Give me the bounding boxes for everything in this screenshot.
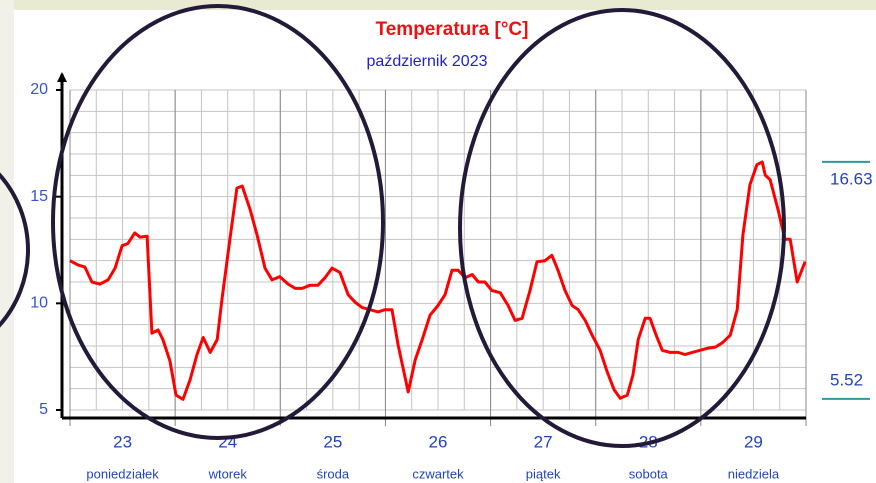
- left-panel: [0, 0, 14, 483]
- weekday-label: wtorek: [208, 466, 248, 481]
- plot: 510152023poniedziałek24wtorek25środa26cz…: [30, 72, 873, 481]
- weekday-label: piątek: [526, 466, 561, 481]
- weekday-label: sobota: [629, 466, 669, 481]
- x-tick-label: 26: [429, 432, 448, 451]
- y-axis-arrow: [57, 72, 67, 82]
- weekday-label: niedziela: [728, 466, 780, 481]
- chart-subtitle: październik 2023: [367, 53, 488, 70]
- weekday-label: czwartek: [412, 466, 464, 481]
- marker-label: 16.63: [830, 169, 873, 188]
- circle: [0, 172, 30, 328]
- line: [69, 160, 807, 401]
- circle: [51, 4, 385, 440]
- marker-label: 5.52: [830, 370, 863, 389]
- y-tick-label: 5: [39, 401, 48, 418]
- y-tick-label: 10: [30, 295, 48, 312]
- weekday-label: środa: [317, 466, 350, 481]
- y-tick-label: 20: [30, 81, 48, 98]
- x-tick-label: 29: [744, 432, 763, 451]
- x-tick-label: 25: [323, 432, 342, 451]
- x-tick-label: 23: [113, 432, 132, 451]
- chart-title: Temperatura [°C]: [376, 19, 529, 40]
- x-tick-label: 27: [534, 432, 553, 451]
- weekday-label: poniedziałek: [86, 466, 159, 481]
- circle: [458, 8, 786, 448]
- annotation-circles: [0, 4, 786, 448]
- y-tick-label: 15: [30, 188, 48, 205]
- top-border: [0, 0, 876, 10]
